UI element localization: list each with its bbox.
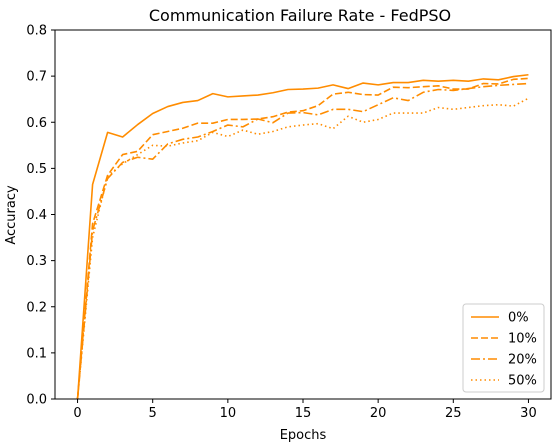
y-tick-label: 0.3	[26, 254, 47, 269]
y-tick-label: 0.7	[26, 70, 47, 85]
x-tick-label: 0	[73, 406, 81, 421]
x-tick-label: 30	[520, 406, 537, 421]
legend-label: 50%	[508, 374, 537, 389]
legend-label: 20%	[508, 353, 537, 368]
series-line-0	[76, 73, 529, 400]
x-axis: 0 5 10 15 20 25 30	[73, 399, 537, 421]
legend-label: 10%	[508, 332, 537, 347]
y-tick-label: 0.1	[26, 346, 47, 361]
x-tick-label: 25	[445, 406, 462, 421]
series-line-2	[76, 82, 529, 400]
x-tick-label: 10	[220, 406, 237, 421]
y-tick-label: 0.6	[26, 116, 47, 131]
x-tick-label: 15	[295, 406, 312, 421]
y-tick-label: 0.2	[26, 300, 47, 315]
x-axis-label: Epochs	[280, 428, 327, 443]
y-tick-label: 0.4	[26, 208, 47, 223]
legend-box	[462, 303, 545, 393]
y-tick-label: 0.8	[26, 24, 47, 39]
y-axis: 0.0 0.1 0.2 0.3 0.4 0.5 0.6 0.7 0.8	[26, 24, 55, 408]
x-tick-label: 20	[370, 406, 387, 421]
series-line-1	[76, 77, 529, 400]
legend: 0% 10% 20% 50%	[462, 303, 545, 393]
chart-title: Communication Failure Rate - FedPSO	[149, 6, 451, 25]
y-tick-label: 0.5	[26, 162, 47, 177]
y-axis-label: Accuracy	[4, 185, 19, 245]
legend-label: 0%	[508, 311, 529, 326]
series-line-3	[76, 97, 529, 400]
plot-frame	[54, 29, 552, 400]
y-tick-label: 0.0	[26, 393, 47, 408]
plot-area	[76, 73, 529, 400]
x-tick-label: 5	[149, 406, 157, 421]
